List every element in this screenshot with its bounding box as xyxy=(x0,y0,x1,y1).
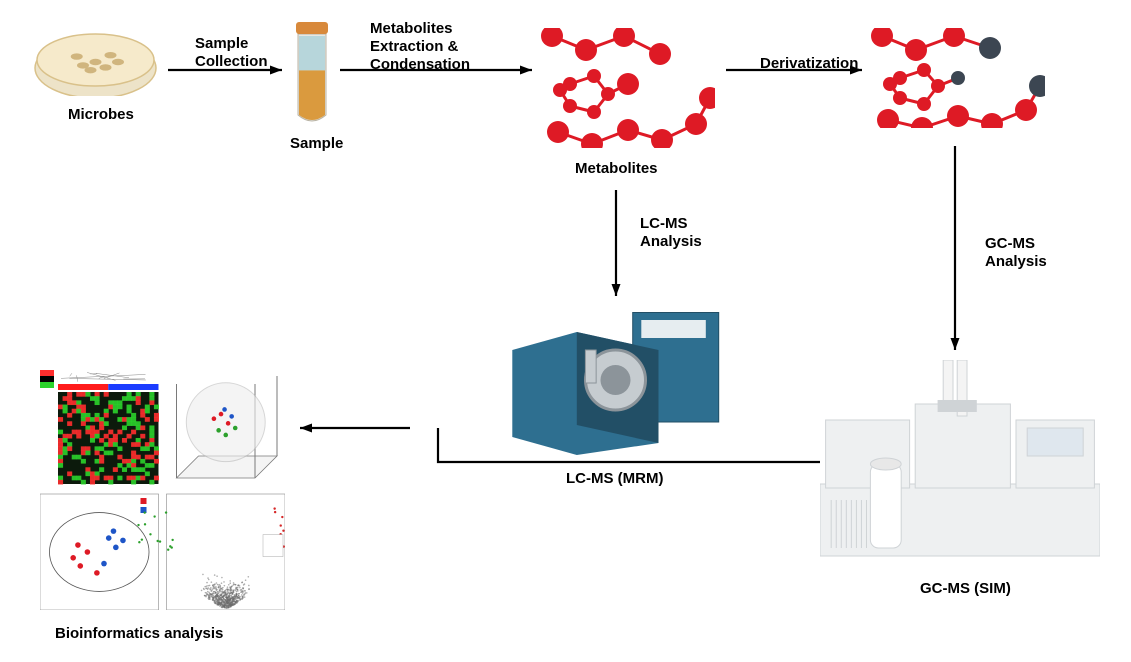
label-microbes: Microbes xyxy=(68,106,134,124)
label-derivatization: Derivatization xyxy=(760,55,858,73)
label-gcms_analysis: GC-MS Analysis xyxy=(985,235,1047,271)
label-sample: Sample xyxy=(290,135,343,153)
lcms-instrument-icon xyxy=(508,305,723,455)
label-lcms_mrm: LC-MS (MRM) xyxy=(566,470,663,488)
gcms-instrument-icon xyxy=(820,360,1100,560)
label-metabolites: Metabolites xyxy=(575,160,658,178)
sample-tube-icon xyxy=(294,22,330,127)
derivatized-molecule-icon xyxy=(870,28,1045,128)
label-bio: Bioinformatics analysis xyxy=(55,625,223,643)
label-gcms_sim: GC-MS (SIM) xyxy=(920,580,1011,598)
bioinformatics-panels-icon xyxy=(40,370,285,610)
metabolites-molecule-icon xyxy=(540,28,715,148)
label-lcms_analysis: LC-MS Analysis xyxy=(640,215,702,251)
label-sample_collection: Sample Collection xyxy=(195,35,268,71)
workflow-diagram: Microbes Sample Sample Collection Metabolit… xyxy=(0,0,1131,662)
petri-dish-icon xyxy=(33,28,158,96)
label-extraction: Metabolites Extraction & Condensation xyxy=(370,20,470,74)
